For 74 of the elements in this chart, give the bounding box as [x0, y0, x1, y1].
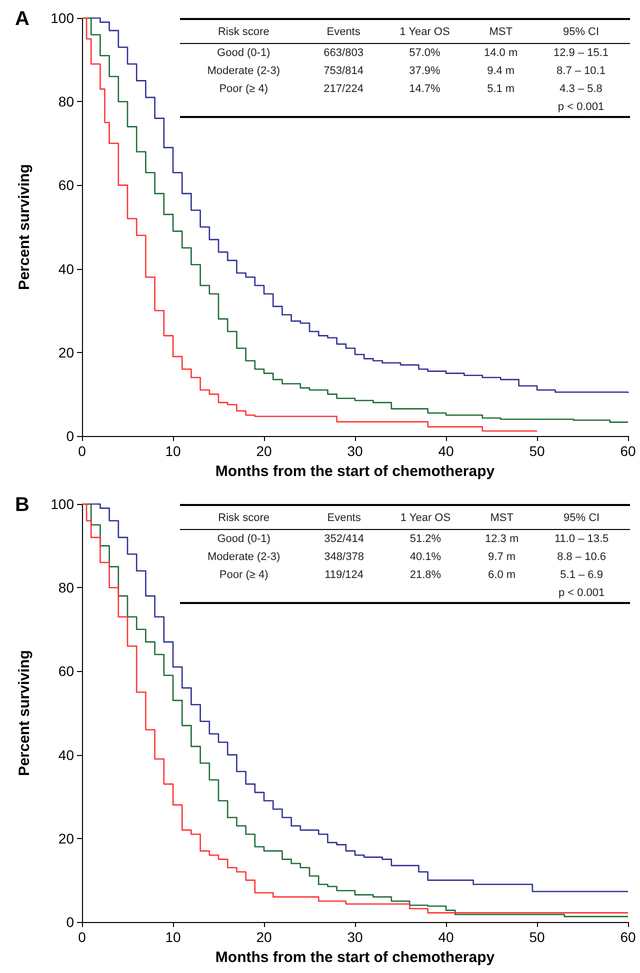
x-tick-label: 30 — [347, 929, 363, 945]
annotation: 348/378 — [323, 550, 365, 565]
y-tick-label: 80 — [58, 94, 74, 110]
y-tick-label: 20 — [58, 830, 74, 846]
annotation: 9.7 m — [487, 550, 517, 565]
annotation: Moderate (2-3) — [206, 550, 282, 565]
x-tick-label: 20 — [256, 929, 272, 945]
y-tick-label: 0 — [66, 914, 74, 930]
x-tick-label: 0 — [78, 929, 86, 945]
annotation: 1 Year OS — [380, 505, 471, 530]
annotation: 11.0 – 13.5 — [553, 532, 610, 547]
annotation: 12.9 – 15.1 — [552, 46, 610, 61]
y-tick-label: 100 — [50, 10, 74, 26]
annotation: Poor (≥ 4) — [218, 82, 270, 97]
annotation: 12.3 m — [484, 532, 520, 547]
annotation: 37.9% — [408, 64, 442, 79]
x-tick-label: 60 — [620, 929, 636, 945]
annotation: Moderate (2-3) — [206, 64, 282, 79]
annotation: Risk score — [180, 19, 308, 44]
x-tick-label: 50 — [529, 929, 545, 945]
chart-title: A — [15, 8, 30, 30]
annotation: Events — [307, 19, 380, 44]
annotation: 1 Year OS — [380, 19, 470, 44]
x-tick-label: 60 — [620, 443, 636, 459]
annotation: 95% CI — [533, 505, 630, 530]
x-tick-label: 20 — [256, 443, 272, 459]
x-tick-label: 10 — [165, 929, 181, 945]
annotation: 6.0 m — [487, 568, 517, 583]
annotation: 40.1% — [408, 550, 442, 565]
y-axis-title: Percent surviving — [16, 650, 33, 776]
x-tick-label: 30 — [347, 443, 363, 459]
annotation: 8.8 – 10.6 — [556, 550, 608, 565]
y-tick-label: 100 — [50, 496, 74, 512]
annotation: 119/124 — [324, 568, 365, 583]
annotation: 14.0 m — [483, 46, 519, 61]
annotation: 5.1 m — [486, 82, 516, 97]
x-axis-title: Months from the start of chemotherapy — [215, 949, 496, 966]
annotation: 57.0% — [408, 46, 442, 61]
annotation: 352/414 — [323, 532, 365, 547]
y-tick-label: 60 — [58, 177, 74, 194]
annotation: Good (0-1) — [216, 532, 272, 547]
annotation: 217/224 — [322, 82, 364, 97]
annotation: 4.3 – 5.8 — [558, 82, 604, 97]
annotation: 21.8% — [408, 568, 442, 583]
annotation: 51.2% — [408, 532, 442, 547]
annotation: 95% CI — [532, 19, 630, 44]
annotation: 5.1 – 6.9 — [559, 568, 604, 583]
annotation: 9.4 m — [486, 64, 516, 79]
y-tick-label: 80 — [58, 580, 74, 596]
x-tick-label: 50 — [529, 443, 545, 459]
annotation: 8.7 – 10.1 — [556, 64, 606, 79]
annotation: p < 0.001 — [532, 98, 630, 117]
annotation: Events — [308, 505, 380, 530]
y-tick-label: 60 — [58, 663, 74, 680]
x-tick-label: 10 — [165, 443, 181, 459]
annotation: Poor (≥ 4) — [218, 568, 270, 583]
annotation: 663/803 — [322, 46, 364, 61]
annotation: 14.7% — [408, 82, 442, 97]
x-tick-label: 40 — [438, 443, 454, 459]
annotation: MST — [470, 505, 534, 530]
y-tick-label: 20 — [58, 344, 74, 360]
chart-title: B — [15, 494, 30, 516]
annotation: 753/814 — [322, 64, 364, 79]
y-tick-label: 40 — [58, 260, 74, 277]
annotation: Risk score — [180, 505, 308, 530]
annotation: MST — [470, 19, 532, 44]
x-tick-label: 0 — [78, 443, 86, 459]
y-tick-label: 40 — [58, 746, 74, 763]
annotation: Good (0-1) — [216, 46, 272, 61]
annotation: p < 0.001 — [533, 584, 630, 603]
y-tick-label: 0 — [66, 428, 74, 444]
y-axis-title: Percent surviving — [16, 164, 33, 290]
x-tick-label: 40 — [438, 929, 454, 945]
x-axis-title: Months from the start of chemotherapy — [215, 463, 496, 480]
